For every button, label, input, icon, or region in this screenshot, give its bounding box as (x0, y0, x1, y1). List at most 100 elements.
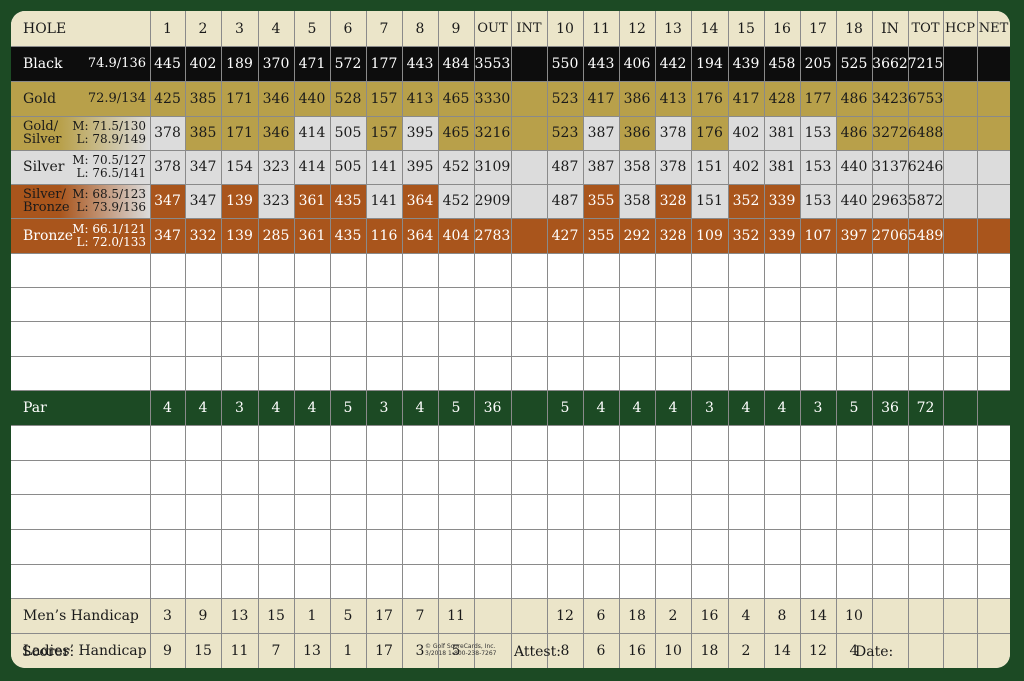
score-entry-cell[interactable] (438, 356, 474, 390)
score-entry-cell[interactable] (619, 253, 655, 287)
score-entry-cell[interactable] (764, 253, 800, 287)
score-entry-cell[interactable] (402, 287, 438, 321)
score-entry-cell[interactable] (728, 494, 764, 529)
score-entry-cell[interactable] (150, 425, 185, 460)
score-entry-cell[interactable] (294, 564, 330, 598)
score-entry-cell[interactable] (330, 460, 366, 494)
score-entry-cell[interactable] (691, 356, 728, 390)
score-entry-cell[interactable] (547, 529, 583, 564)
score-entry-cell[interactable] (474, 460, 511, 494)
score-entry-cell[interactable] (330, 321, 366, 356)
score-entry-cell[interactable] (872, 529, 908, 564)
score-entry-cell[interactable] (977, 253, 1010, 287)
score-entry-cell[interactable] (977, 321, 1010, 356)
score-entry-cell[interactable] (977, 529, 1010, 564)
score-entry-cell[interactable] (872, 494, 908, 529)
score-entry-cell[interactable] (583, 356, 619, 390)
score-entry-cell[interactable] (366, 287, 402, 321)
score-entry-cell[interactable] (655, 287, 691, 321)
score-entry-cell[interactable] (583, 287, 619, 321)
score-entry-cell[interactable] (619, 425, 655, 460)
score-entry-cell[interactable] (294, 494, 330, 529)
score-entry-cell[interactable] (547, 494, 583, 529)
score-entry-cell[interactable] (185, 287, 221, 321)
score-entry-cell[interactable] (691, 287, 728, 321)
score-entry-cell[interactable] (908, 564, 943, 598)
score-entry-cell[interactable] (511, 253, 547, 287)
score-entry-cell[interactable] (764, 321, 800, 356)
score-entry-cell[interactable] (836, 494, 872, 529)
score-entry-cell[interactable] (583, 494, 619, 529)
score-entry-cell[interactable] (619, 460, 655, 494)
score-entry-cell[interactable] (655, 425, 691, 460)
score-entry-cell[interactable] (185, 253, 221, 287)
score-entry-cell[interactable] (11, 287, 150, 321)
score-entry-cell[interactable] (691, 529, 728, 564)
score-entry-cell[interactable] (366, 253, 402, 287)
score-entry-cell[interactable] (547, 356, 583, 390)
date-field[interactable] (895, 640, 1005, 664)
score-entry-cell[interactable] (366, 564, 402, 598)
score-entry-cell[interactable] (221, 356, 258, 390)
score-entry-cell[interactable] (11, 460, 150, 494)
score-entry-cell[interactable] (438, 253, 474, 287)
score-entry-cell[interactable] (872, 287, 908, 321)
score-entry-cell[interactable] (764, 460, 800, 494)
score-entry-cell[interactable] (836, 425, 872, 460)
score-entry-cell[interactable] (728, 356, 764, 390)
score-entry-cell[interactable] (583, 425, 619, 460)
score-entry-cell[interactable] (872, 253, 908, 287)
score-entry-cell[interactable] (872, 564, 908, 598)
score-entry-cell[interactable] (800, 253, 836, 287)
score-entry-cell[interactable] (583, 564, 619, 598)
score-entry-cell[interactable] (150, 287, 185, 321)
score-entry-cell[interactable] (294, 425, 330, 460)
score-entry-cell[interactable] (764, 494, 800, 529)
score-entry-cell[interactable] (619, 494, 655, 529)
score-entry-cell[interactable] (547, 425, 583, 460)
score-entry-cell[interactable] (474, 494, 511, 529)
scorer-field[interactable] (75, 640, 505, 664)
score-entry-cell[interactable] (583, 529, 619, 564)
score-entry-cell[interactable] (619, 564, 655, 598)
score-entry-cell[interactable] (366, 356, 402, 390)
score-entry-cell[interactable] (258, 494, 294, 529)
score-entry-cell[interactable] (438, 425, 474, 460)
score-entry-cell[interactable] (258, 287, 294, 321)
score-entry-cell[interactable] (330, 494, 366, 529)
score-entry-cell[interactable] (800, 425, 836, 460)
score-entry-cell[interactable] (185, 529, 221, 564)
score-entry-cell[interactable] (258, 425, 294, 460)
score-entry-cell[interactable] (402, 356, 438, 390)
score-entry-cell[interactable] (330, 425, 366, 460)
score-entry-cell[interactable] (943, 356, 977, 390)
score-entry-cell[interactable] (221, 494, 258, 529)
score-entry-cell[interactable] (872, 460, 908, 494)
score-entry-cell[interactable] (258, 253, 294, 287)
score-entry-cell[interactable] (330, 287, 366, 321)
score-entry-cell[interactable] (438, 287, 474, 321)
score-entry-cell[interactable] (402, 321, 438, 356)
score-entry-cell[interactable] (836, 529, 872, 564)
score-entry-cell[interactable] (943, 287, 977, 321)
score-entry-cell[interactable] (258, 356, 294, 390)
score-entry-cell[interactable] (655, 460, 691, 494)
score-entry-cell[interactable] (836, 356, 872, 390)
score-entry-cell[interactable] (943, 425, 977, 460)
score-entry-cell[interactable] (366, 494, 402, 529)
score-entry-cell[interactable] (150, 356, 185, 390)
score-entry-cell[interactable] (728, 425, 764, 460)
score-entry-cell[interactable] (691, 564, 728, 598)
score-entry-cell[interactable] (474, 529, 511, 564)
score-entry-cell[interactable] (583, 460, 619, 494)
score-entry-cell[interactable] (547, 564, 583, 598)
score-entry-cell[interactable] (150, 494, 185, 529)
score-entry-cell[interactable] (547, 460, 583, 494)
score-entry-cell[interactable] (943, 253, 977, 287)
score-entry-cell[interactable] (402, 425, 438, 460)
score-entry-cell[interactable] (185, 564, 221, 598)
score-entry-cell[interactable] (474, 253, 511, 287)
score-entry-cell[interactable] (402, 460, 438, 494)
score-entry-cell[interactable] (872, 321, 908, 356)
score-entry-cell[interactable] (800, 460, 836, 494)
